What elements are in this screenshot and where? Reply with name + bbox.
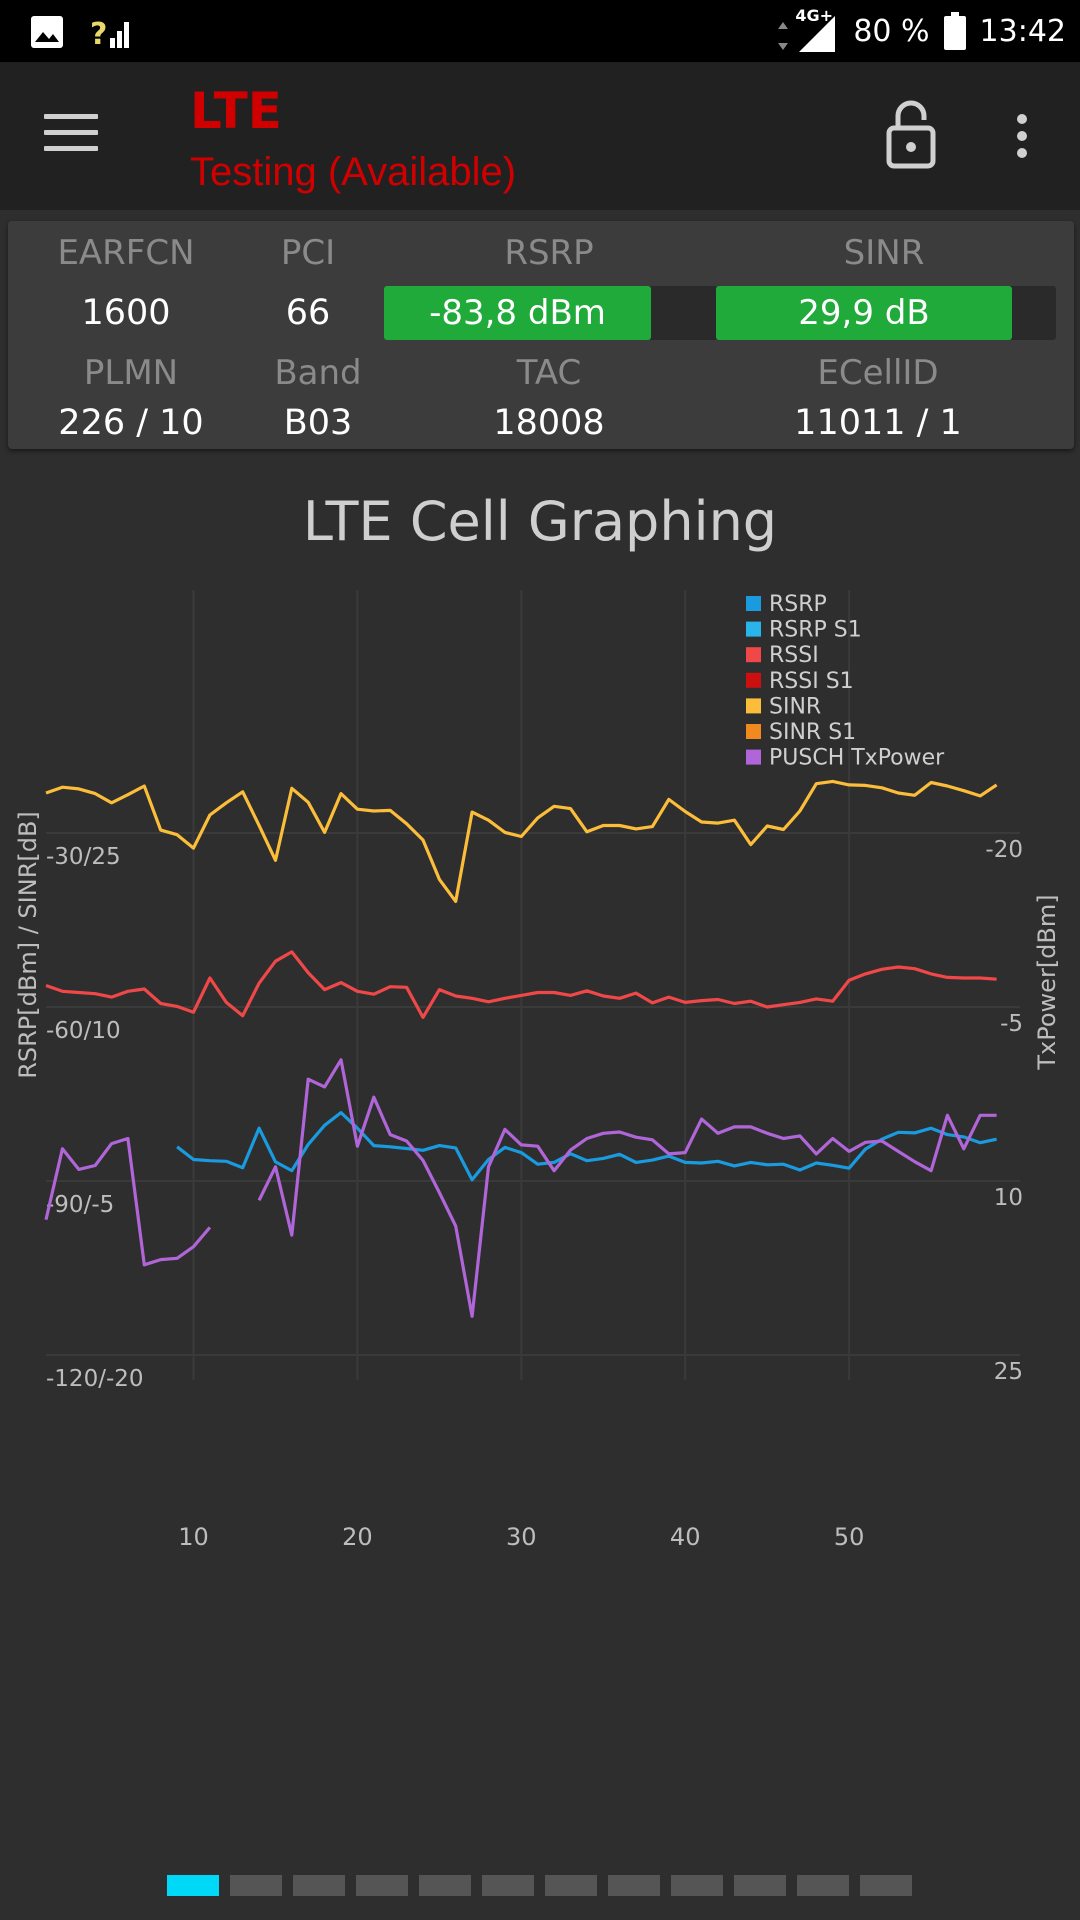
x-tick-label: 30 xyxy=(506,1523,537,1551)
app-bar: LTE Testing (Available) xyxy=(0,62,1080,210)
status-left-icons: ? xyxy=(30,14,134,50)
cell-info-panel: EARFCN 1600 PCI 66 RSRP -83,8 dBm SINR 2… xyxy=(8,221,1074,449)
lock-open-icon[interactable] xyxy=(886,100,936,170)
legend-label: RSSI xyxy=(769,643,819,668)
tac-label: TAC xyxy=(516,353,582,393)
page-dot[interactable] xyxy=(293,1875,345,1896)
legend-swatch xyxy=(746,596,761,611)
svg-text:?: ? xyxy=(90,17,107,50)
y2-tick-label: -20 xyxy=(985,837,1023,863)
network-indicator: 4G+ xyxy=(777,6,839,54)
lte-cell-chart: 10 20 30 40 50 -30/25 -20 -60/10 -5 -90/-5 10 -120/… xyxy=(14,590,1061,1551)
x-tick-label: 20 xyxy=(342,1523,373,1551)
legend-label: RSRP S1 xyxy=(769,618,862,643)
y-tick-label: -60/10 xyxy=(46,1018,121,1044)
x-tick-label: 10 xyxy=(178,1523,209,1551)
x-tick-label: 50 xyxy=(834,1523,865,1551)
app-title: LTE xyxy=(190,82,282,140)
legend-swatch xyxy=(746,724,761,739)
legend-swatch xyxy=(746,698,761,714)
y-tick-label: -30/25 xyxy=(46,844,121,870)
battery-level: 80 % xyxy=(853,13,930,49)
earfcn-value: 1600 xyxy=(81,293,171,333)
earfcn-label: EARFCN xyxy=(57,233,195,273)
pusch-txpower-series-line xyxy=(44,1058,997,1318)
network-type: 4G+ xyxy=(795,6,833,25)
legend-swatch xyxy=(746,647,761,663)
plmn-label: PLMN xyxy=(83,353,179,393)
page-dot[interactable] xyxy=(167,1875,219,1896)
signal-unknown-icon: ? xyxy=(90,17,129,50)
page-dot[interactable] xyxy=(608,1875,660,1896)
ecellid-label: ECellID xyxy=(817,353,939,393)
page-dot[interactable] xyxy=(482,1875,534,1896)
page-dot[interactable] xyxy=(419,1875,471,1896)
more-vert-icon[interactable] xyxy=(1010,114,1034,164)
rsrp-bar-fill xyxy=(384,286,651,340)
battery-icon xyxy=(943,12,966,50)
sinr-bar: 29,9 dB xyxy=(716,286,1056,340)
pci-label: PCI xyxy=(280,233,336,273)
menu-icon[interactable] xyxy=(44,114,98,154)
tac-value: 18008 xyxy=(493,403,605,443)
data-arrows-icon xyxy=(778,22,789,50)
y2-tick-label: 10 xyxy=(994,1185,1023,1211)
legend-label: RSSI S1 xyxy=(769,669,854,694)
legend-swatch xyxy=(746,621,761,637)
page-indicator[interactable] xyxy=(167,1875,912,1896)
y2-tick-label: 25 xyxy=(994,1359,1023,1385)
legend-swatch xyxy=(746,749,761,765)
sinr-series-line xyxy=(45,779,998,903)
page-dot[interactable] xyxy=(230,1875,282,1896)
x-tick-label: 40 xyxy=(670,1523,701,1551)
band-value: B03 xyxy=(283,403,353,443)
page-dot[interactable] xyxy=(860,1875,912,1896)
sinr-bar-fill xyxy=(716,286,1012,340)
page-dot[interactable] xyxy=(356,1875,408,1896)
clock: 13:42 xyxy=(979,13,1066,49)
signal-icon xyxy=(799,16,836,52)
legend-label: RSRP xyxy=(769,592,827,617)
sinr-value: 29,9 dB xyxy=(798,293,930,333)
pci-value: 66 xyxy=(285,293,331,333)
y2-tick-label: -5 xyxy=(1000,1011,1023,1037)
page-dot[interactable] xyxy=(671,1875,723,1896)
rsrp-label: RSRP xyxy=(504,233,594,273)
legend-label: SINR xyxy=(769,694,821,719)
page-dot[interactable] xyxy=(545,1875,597,1896)
rsrp-bar: -83,8 dBm xyxy=(384,286,718,340)
image-icon xyxy=(31,16,63,48)
plmn-value: 226 / 10 xyxy=(58,403,204,443)
y-tick-label: -120/-20 xyxy=(46,1366,144,1392)
y2-axis-title: TxPower[dBm] xyxy=(1033,894,1061,1070)
y-axis-title: RSRP[dBm] / SINR[dB] xyxy=(14,811,42,1079)
status-right-icons: 4G+ 80 % 13:42 xyxy=(777,0,1066,62)
page-dot[interactable] xyxy=(797,1875,849,1896)
app-subtitle: Testing (Available) xyxy=(190,150,517,194)
legend-label: SINR S1 xyxy=(769,720,856,745)
ecellid-value: 11011 / 1 xyxy=(794,403,962,443)
y-tick-label: -90/-5 xyxy=(46,1192,114,1218)
rssi-series-line xyxy=(45,950,997,1019)
sinr-label: SINR xyxy=(843,233,925,273)
page-dot[interactable] xyxy=(734,1875,786,1896)
band-label: Band xyxy=(274,353,362,393)
rsrp-series-line xyxy=(176,1111,997,1182)
chart-title: LTE Cell Graphing xyxy=(302,490,778,553)
legend-label: PUSCH TxPower xyxy=(769,746,945,771)
status-bar: ? 4G+ 80 % 13:42 xyxy=(0,0,1080,62)
rsrp-value: -83,8 dBm xyxy=(429,293,606,333)
legend-swatch xyxy=(746,672,761,688)
